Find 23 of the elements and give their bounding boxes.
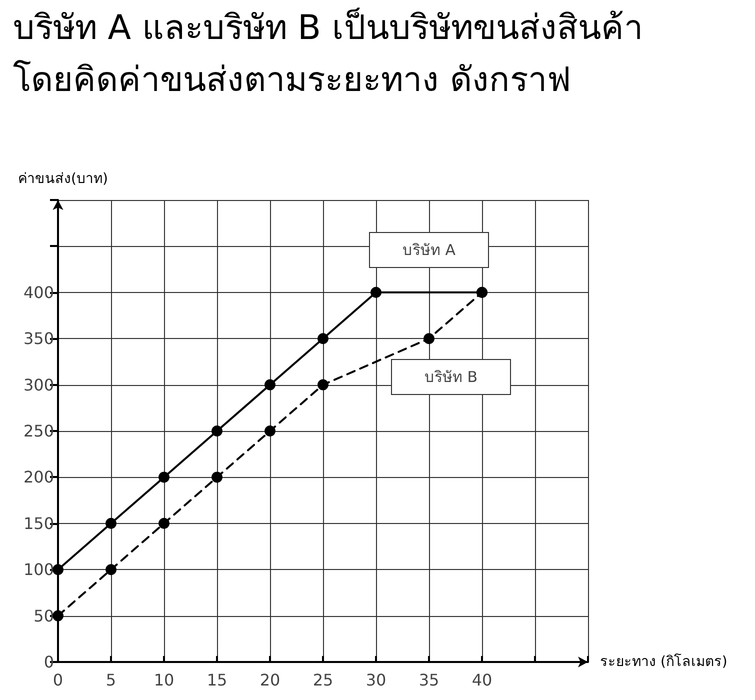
chart-subtitle: โดยคิดค่าขนส่งตามระยะทาง ดังกราฟ bbox=[13, 60, 571, 100]
x-tick-label: 5 bbox=[106, 670, 116, 690]
name-tag: บริษัท B bbox=[391, 358, 511, 395]
x-tick-label: 25 bbox=[312, 670, 334, 690]
y-tick-label: 300 bbox=[23, 375, 54, 394]
name-tag: บริษัท A bbox=[369, 232, 489, 268]
x-tick-label: 40 bbox=[472, 670, 492, 690]
y-tick-label: 50 bbox=[34, 606, 54, 626]
x-tick-label: 20 bbox=[260, 670, 280, 690]
x-tick-label: 30 bbox=[366, 670, 386, 690]
y-tick-label: 250 bbox=[23, 422, 54, 440]
x-tick-label: 15 bbox=[206, 670, 228, 690]
y-tick-label: 200 bbox=[23, 468, 54, 487]
y-tick-label: 0 bbox=[44, 652, 54, 672]
x-axis-title: ระยะทาง (กิโลเมตร) bbox=[600, 653, 728, 670]
y-tick-label: 150 bbox=[23, 514, 54, 533]
x-tick-label: 35 bbox=[418, 670, 440, 690]
chart-title: บริษัท A และบริษัท B เป็นบริษัทขนส่งสินค้า bbox=[13, 7, 643, 48]
y-axis-title: ค่าขนส่ง(บาท) bbox=[18, 171, 108, 187]
y-tick-label: 350 bbox=[23, 329, 54, 348]
x-tick-label: 10 bbox=[154, 670, 174, 690]
y-tick-label: 100 bbox=[23, 560, 54, 580]
y-tick-label: 400 bbox=[23, 282, 54, 302]
